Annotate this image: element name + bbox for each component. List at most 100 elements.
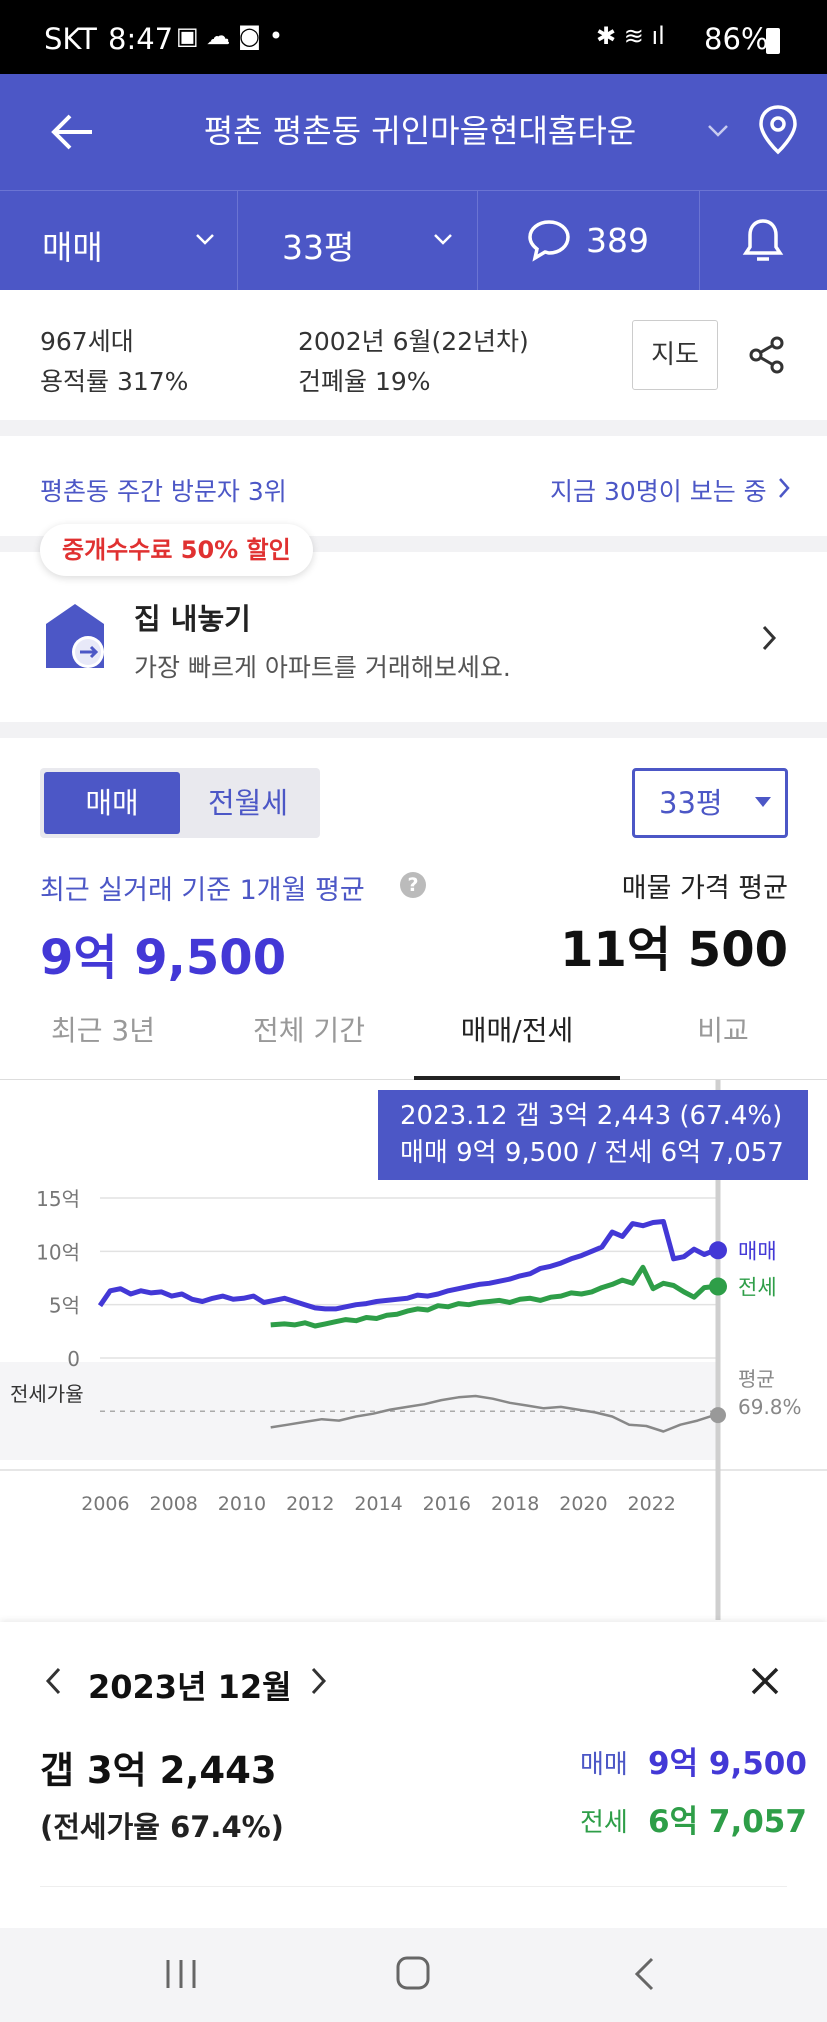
recent-apps-icon[interactable] <box>164 1956 198 1992</box>
house-upload-icon <box>46 604 104 668</box>
y-tick-label: 0 <box>67 1347 80 1371</box>
jeonse-legend-label: 전세 <box>738 1276 777 1300</box>
x-tick-label: 2008 <box>150 1493 198 1515</box>
tab-recent-3y[interactable]: 최근 3년 <box>51 1014 155 1047</box>
notification-icons: ▣ ☁ ◙ • <box>176 22 284 50</box>
jeonse-end-dot <box>709 1277 727 1296</box>
clock: 8:47 <box>108 22 174 56</box>
x-tick-label: 2010 <box>218 1493 266 1515</box>
carrier: SKT <box>44 22 97 56</box>
floor-area-ratio: 용적률 317% <box>40 367 189 396</box>
y-tick-label: 5억 <box>49 1294 80 1318</box>
size-select[interactable]: 33평 <box>632 768 788 838</box>
price-chart[interactable]: 15억 10억 5억 0 전세가율 2006 2008 2010 2012 2014 2016 201… <box>0 1080 827 1620</box>
tab-compare[interactable]: 비교 <box>697 1014 749 1047</box>
share-icon[interactable] <box>746 334 788 376</box>
page-title[interactable]: 평촌 평촌동 귀인마을현대홈타운 <box>203 112 637 150</box>
x-tick-label: 2016 <box>423 1493 471 1515</box>
notification-button[interactable] <box>700 191 827 291</box>
chevron-down-icon <box>434 234 452 245</box>
detail-ratio: (전세가율 67.4%) <box>40 1810 284 1844</box>
bell-icon <box>742 219 784 261</box>
ratio-axis-label: 전세가율 <box>10 1382 84 1406</box>
size-dropdown[interactable]: 33평 <box>238 191 478 291</box>
signal-icons: ✱ ≋ ıl <box>596 22 665 50</box>
segment-rent[interactable]: 전월세 <box>207 786 289 820</box>
ask-price-value: 11억 500 <box>560 922 788 978</box>
speech-bubble-icon <box>528 220 570 262</box>
detail-month: 2023년 12월 <box>88 1668 292 1706</box>
chevron-down-icon <box>196 234 214 245</box>
trade-segment-control: 매매 전월세 <box>40 768 320 838</box>
tooltip-line1: 2023.12 갭 3억 2,443 (67.4%) <box>400 1101 783 1131</box>
trade-type-label: 매매 <box>42 228 103 267</box>
x-tick-label: 2022 <box>628 1493 676 1515</box>
x-tick-label: 2020 <box>559 1493 607 1515</box>
jeonse-ratio-line <box>270 1394 715 1433</box>
built-date: 2002년 6월(22년차) <box>298 327 529 356</box>
trade-type-dropdown[interactable]: 매매 <box>0 191 238 291</box>
section-divider <box>0 420 827 436</box>
back-icon[interactable] <box>632 1956 656 1992</box>
ratio-average-value: 69.8% <box>738 1395 802 1419</box>
tab-sale-jeonse[interactable]: 매매/전세 <box>414 1000 620 1080</box>
x-tick-label: 2018 <box>491 1493 539 1515</box>
jeonse-price-line <box>270 1264 715 1329</box>
chevron-right-icon[interactable] <box>310 1666 328 1696</box>
comments-button[interactable]: 389 <box>478 191 700 291</box>
sale-price-line <box>97 1219 716 1312</box>
comment-count: 389 <box>586 221 649 260</box>
visitor-rank: 평촌동 주간 방문자 3위 <box>40 477 287 506</box>
battery-icon <box>766 28 780 54</box>
battery-level: 86% <box>704 22 769 56</box>
listing-title: 집 내놓기 <box>134 602 251 636</box>
x-tick-label: 2006 <box>81 1493 129 1515</box>
visitor-row[interactable]: 평촌동 주간 방문자 3위 지금 30명이 보는 중 <box>0 436 827 536</box>
filter-bar: 매매 33평 389 <box>0 190 827 291</box>
detail-sale-value: 9억 9,500 <box>648 1746 807 1782</box>
home-icon[interactable] <box>394 1954 432 1992</box>
ratio-band <box>0 1362 718 1460</box>
detail-jeonse-label: 전세 <box>580 1808 628 1838</box>
chevron-down-icon[interactable] <box>706 122 730 140</box>
detail-gap: 갭 3억 2,443 <box>40 1749 277 1792</box>
back-arrow-icon[interactable] <box>48 108 96 156</box>
recent-price-label: 최근 실거래 기준 1개월 평균 <box>40 875 365 906</box>
y-tick-label: 10억 <box>36 1240 80 1264</box>
map-button[interactable]: 지도 <box>632 320 718 390</box>
ratio-average-label: 평균 <box>738 1367 775 1391</box>
chevron-left-icon[interactable] <box>44 1666 62 1696</box>
chevron-right-icon[interactable] <box>776 476 792 500</box>
recent-price-value: 9억 9,500 <box>40 930 287 986</box>
help-icon[interactable]: ? <box>400 872 426 898</box>
sale-legend-label: 매매 <box>738 1239 777 1263</box>
y-tick-label: 15억 <box>36 1187 80 1211</box>
month-detail-panel: 2023년 12월 갭 3억 2,443 (전세가율 67.4%) 매매 9억 … <box>0 1622 827 1928</box>
x-tick-label: 2014 <box>354 1493 402 1515</box>
size-select-value: 33평 <box>659 786 723 820</box>
viewing-now[interactable]: 지금 30명이 보는 중 <box>550 477 767 506</box>
coverage-ratio: 건폐율 19% <box>298 367 431 396</box>
close-icon[interactable] <box>750 1666 780 1696</box>
segment-sale[interactable]: 매매 <box>44 772 180 834</box>
listing-subtitle: 가장 빠르게 아파트를 거래해보세요. <box>134 653 511 682</box>
location-pin-icon[interactable] <box>756 104 800 156</box>
ask-price-label: 매물 가격 평균 <box>621 873 788 904</box>
chart-tooltip: 2023.12 갭 3억 2,443 (67.4%) 매매 9억 9,500 /… <box>378 1090 808 1180</box>
complex-info: 967세대 용적률 317% 2002년 6월(22년차) 건폐율 19% 지도 <box>0 290 827 420</box>
price-section: 매매 전월세 33평 최근 실거래 기준 1개월 평균 ? 9억 9,500 매… <box>0 738 827 1620</box>
sale-end-dot <box>709 1241 727 1260</box>
size-label: 33평 <box>282 228 355 267</box>
chevron-right-icon <box>762 625 777 651</box>
section-divider <box>0 722 827 738</box>
list-property-row[interactable]: 집 내놓기 가장 빠르게 아파트를 거래해보세요. <box>0 552 827 722</box>
status-bar: SKT 8:47 ▣ ☁ ◙ • ✱ ≋ ıl 86% <box>0 0 827 74</box>
tab-all-period[interactable]: 전체 기간 <box>253 1014 365 1047</box>
divider <box>40 1886 787 1887</box>
detail-sale-label: 매매 <box>580 1750 628 1780</box>
household-count: 967세대 <box>40 327 134 356</box>
chart-tabs: 최근 3년 전체 기간 매매/전세 비교 <box>0 1000 827 1080</box>
tooltip-line2: 매매 9억 9,500 / 전세 6억 7,057 <box>400 1138 784 1168</box>
caret-down-icon <box>755 797 771 807</box>
detail-jeonse-value: 6억 7,057 <box>648 1804 807 1840</box>
